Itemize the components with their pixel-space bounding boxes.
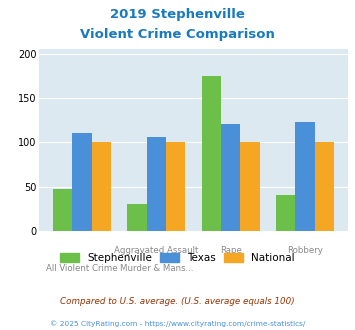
Text: Violent Crime Comparison: Violent Crime Comparison — [80, 28, 275, 41]
Text: 2019 Stephenville: 2019 Stephenville — [110, 8, 245, 21]
Bar — [127, 205, 147, 231]
Text: All Violent Crime: All Violent Crime — [46, 264, 118, 273]
Legend: Stephenville, Texas, National: Stephenville, Texas, National — [56, 248, 299, 267]
Bar — [315, 142, 334, 231]
Bar — [221, 124, 240, 231]
Bar — [92, 142, 111, 231]
Text: Aggravated Assault: Aggravated Assault — [114, 246, 198, 254]
Bar — [295, 122, 315, 231]
Bar — [147, 137, 166, 231]
Bar — [202, 76, 221, 231]
Text: Rape: Rape — [220, 246, 241, 254]
Text: © 2025 CityRating.com - https://www.cityrating.com/crime-statistics/: © 2025 CityRating.com - https://www.city… — [50, 320, 305, 327]
Bar — [53, 188, 72, 231]
Bar — [72, 133, 92, 231]
Bar — [276, 195, 295, 231]
Text: Robbery: Robbery — [287, 246, 323, 254]
Bar — [240, 142, 260, 231]
Text: Compared to U.S. average. (U.S. average equals 100): Compared to U.S. average. (U.S. average … — [60, 297, 295, 306]
Text: Murder & Mans...: Murder & Mans... — [120, 264, 193, 273]
Bar — [166, 142, 185, 231]
